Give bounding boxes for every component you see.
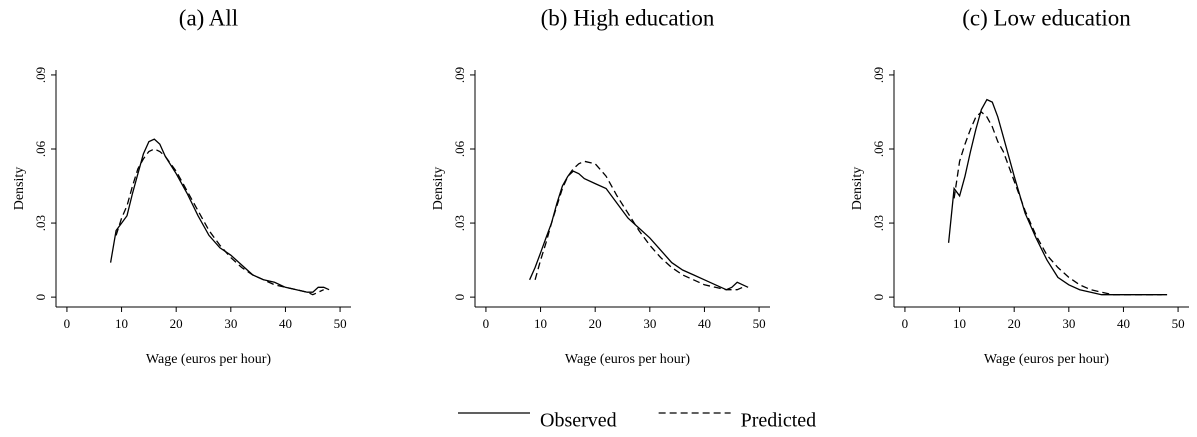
density-line: [109, 138, 330, 293]
x-tick-label: 40: [698, 316, 711, 331]
x-tick-label: 10: [534, 316, 547, 331]
panel-title: (c) Low education: [962, 5, 1131, 30]
x-axis-title: Wage (euros per hour): [146, 352, 272, 367]
panel-title: (a) All: [179, 5, 238, 30]
x-tick-label: 40: [279, 316, 292, 331]
x-tick-label: 20: [170, 316, 183, 331]
y-axis-title: Density: [12, 167, 27, 211]
x-tick-label: 30: [643, 316, 656, 331]
x-tick-label: 0: [483, 316, 490, 331]
y-tick-label: .06: [452, 140, 467, 157]
x-tick-label: 20: [589, 316, 602, 331]
x-tick-label: 30: [1062, 316, 1075, 331]
y-tick-label: .03: [33, 215, 48, 231]
y-tick-label: 0: [871, 294, 886, 301]
density-line: [534, 160, 743, 291]
x-tick-label: 20: [1008, 316, 1021, 331]
y-tick-label: .06: [871, 140, 886, 157]
y-tick-label: .09: [452, 67, 467, 83]
x-tick-label: 50: [1172, 316, 1185, 331]
x-tick-label: 10: [115, 316, 128, 331]
density-line: [953, 111, 1162, 296]
x-tick-label: 30: [224, 316, 237, 331]
x-axis-title: Wage (euros per hour): [565, 352, 691, 367]
x-tick-label: 50: [334, 316, 347, 331]
y-tick-label: .09: [33, 67, 48, 83]
y-tick-label: .03: [871, 215, 886, 231]
y-axis-title: Density: [431, 167, 446, 211]
density-line: [115, 148, 324, 296]
x-tick-label: 0: [64, 316, 71, 331]
y-axis-title: Density: [850, 167, 865, 211]
x-tick-label: 0: [902, 316, 909, 331]
y-tick-label: .09: [871, 67, 886, 83]
x-tick-label: 40: [1117, 316, 1130, 331]
legend-label: Predicted: [741, 410, 817, 432]
x-tick-label: 50: [753, 316, 766, 331]
density-line: [947, 98, 1168, 296]
x-tick-label: 10: [953, 316, 966, 331]
legend-label: Observed: [540, 410, 617, 432]
y-tick-label: 0: [33, 294, 48, 301]
x-axis-title: Wage (euros per hour): [984, 352, 1110, 367]
y-tick-label: 0: [452, 294, 467, 301]
y-tick-label: .06: [33, 140, 48, 157]
y-tick-label: .03: [452, 215, 467, 231]
panel-title: (b) High education: [541, 5, 715, 30]
